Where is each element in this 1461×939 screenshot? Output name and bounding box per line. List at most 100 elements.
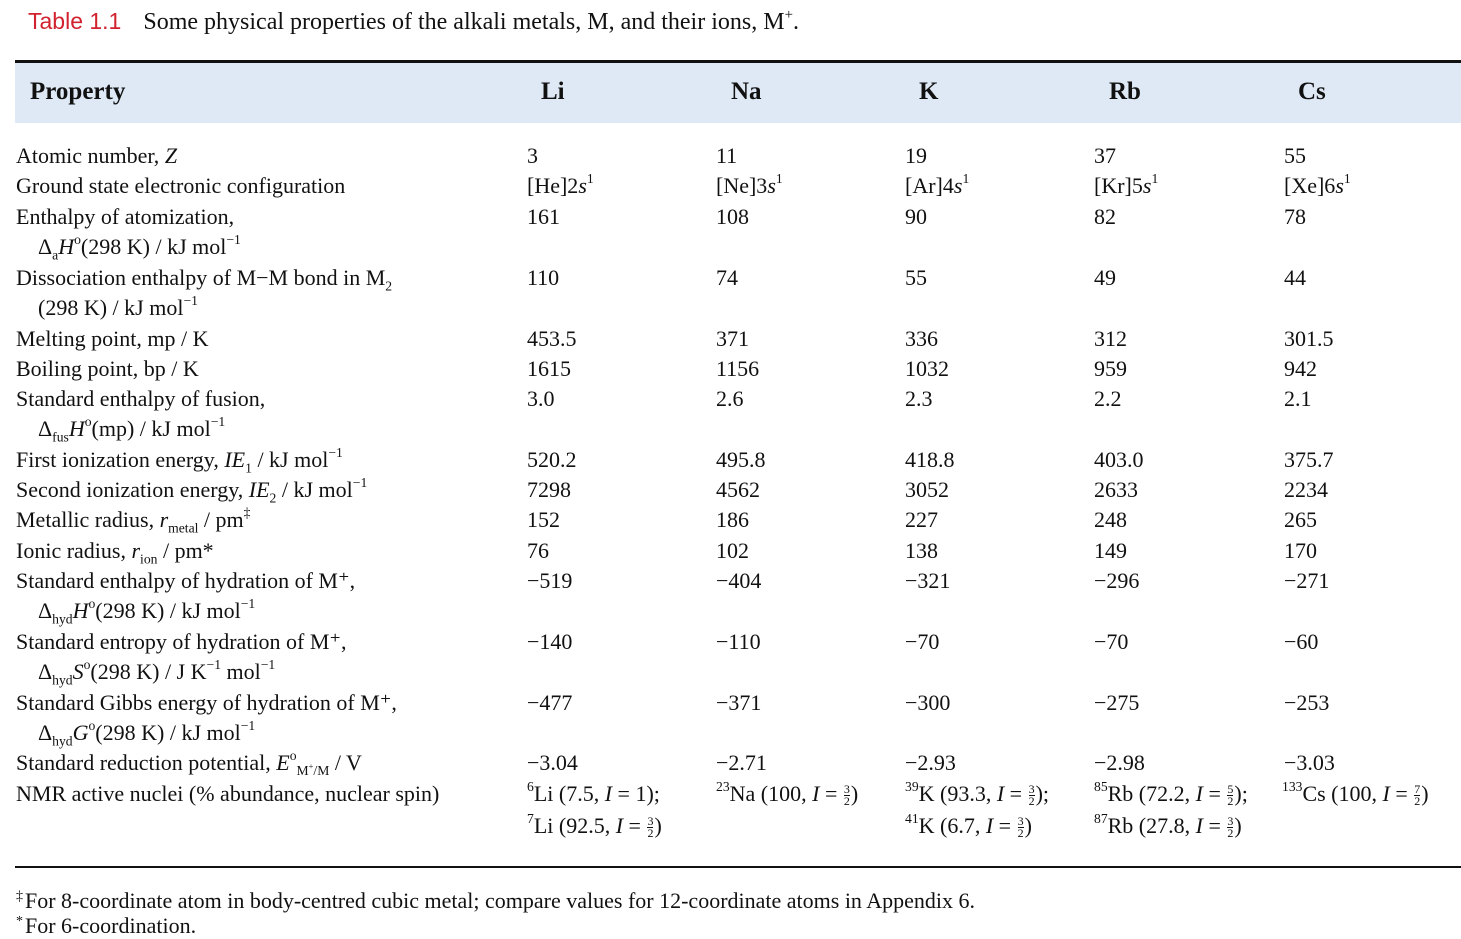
table-cell: 186 xyxy=(716,507,749,532)
row-property: Standard enthalpy of fusion, xyxy=(16,386,266,411)
table-cell: 90 xyxy=(905,204,927,229)
table-cell: 1032 xyxy=(905,356,949,381)
table-cell: 4562 xyxy=(716,477,760,502)
table-cell: −2.71 xyxy=(716,750,767,775)
table-cell: −253 xyxy=(1284,690,1330,715)
row-property: Standard enthalpy of hydration of M⁺, xyxy=(16,568,356,593)
row-property-unit: ΔhydSo(298 K) / J K−1 mol−1 xyxy=(38,657,276,688)
table-cell: 133Cs (100, I = 7 2) xyxy=(1282,779,1429,809)
table-cell: −140 xyxy=(527,629,573,654)
table-cell: −110 xyxy=(716,629,761,654)
table-cell: [Kr]5s1 xyxy=(1094,171,1159,198)
row-property: Ground state electronic configuration xyxy=(16,173,346,198)
table-cell: −275 xyxy=(1094,690,1140,715)
table-cell: 495.8 xyxy=(716,447,766,472)
table-cell: 2.3 xyxy=(905,386,933,411)
caption-text: Some physical properties of the alkali m… xyxy=(143,6,799,35)
row-property: Atomic number, Z xyxy=(16,143,178,168)
header-k: K xyxy=(919,78,939,105)
table-cell: −271 xyxy=(1284,568,1330,593)
footnote-text: For 6-coordination. xyxy=(25,913,197,938)
table-cell: −70 xyxy=(1094,629,1129,654)
table-cell: 265 xyxy=(1284,507,1317,532)
table-cell: −519 xyxy=(527,568,573,593)
table-cell: −300 xyxy=(905,690,951,715)
table-cell: 371 xyxy=(716,326,749,351)
table-cell: 6Li (7.5, I = 1); xyxy=(527,779,660,806)
table-cell: 248 xyxy=(1094,507,1127,532)
table-cell: 149 xyxy=(1094,538,1127,563)
table-cell: 418.8 xyxy=(905,447,955,472)
table-cell: 170 xyxy=(1284,538,1317,563)
table-cell: 87Rb (27.8, I = 3 2) xyxy=(1094,811,1242,841)
table-cell: 7Li (92.5, I = 3 2) xyxy=(527,811,662,841)
table-cell: 161 xyxy=(527,204,560,229)
table-cell: 520.2 xyxy=(527,447,577,472)
table-cell: −60 xyxy=(1284,629,1319,654)
row-property: Standard Gibbs energy of hydration of M⁺… xyxy=(16,690,397,715)
table-cell: 227 xyxy=(905,507,938,532)
table-cell: 2234 xyxy=(1284,477,1328,502)
table-cell: −371 xyxy=(716,690,762,715)
table-cell: −3.03 xyxy=(1284,750,1335,775)
table-cell: −70 xyxy=(905,629,940,654)
header-property: Property xyxy=(30,78,126,105)
table-cell: 108 xyxy=(716,204,749,229)
bottom-rule xyxy=(15,866,1461,868)
table-cell: 1615 xyxy=(527,356,571,381)
footnote-mark: * xyxy=(16,913,23,929)
table-cell: 7298 xyxy=(527,477,571,502)
table-cell: 336 xyxy=(905,326,938,351)
table-cell: 3.0 xyxy=(527,386,555,411)
table-cell: 76 xyxy=(527,538,549,563)
table-cell: 19 xyxy=(905,143,927,168)
table-cell: 55 xyxy=(1284,143,1306,168)
table-cell: −2.98 xyxy=(1094,750,1145,775)
table-cell: 102 xyxy=(716,538,749,563)
table-cell: 82 xyxy=(1094,204,1116,229)
table-cell: 403.0 xyxy=(1094,447,1144,472)
table-cell: 375.7 xyxy=(1284,447,1334,472)
footnote-mark: ‡ xyxy=(16,888,23,904)
table-label: Table 1.1 xyxy=(28,8,122,34)
table-cell: 2.2 xyxy=(1094,386,1122,411)
row-property-unit: (298 K) / kJ mol−1 xyxy=(38,293,198,320)
row-property: Enthalpy of atomization, xyxy=(16,204,235,229)
table-cell: 312 xyxy=(1094,326,1127,351)
row-property: Melting point, mp / K xyxy=(16,326,209,351)
table-cell: 85Rb (72.2, I = 5 2); xyxy=(1094,779,1248,809)
row-property: Boiling point, bp / K xyxy=(16,356,199,381)
table-cell: 2.6 xyxy=(716,386,744,411)
table-cell: [He]2s1 xyxy=(527,171,594,198)
table-cell: [Xe]6s1 xyxy=(1284,171,1351,198)
row-property-unit: ΔfusHo(mp) / kJ mol−1 xyxy=(38,414,226,445)
row-property: Ionic radius, rion / pm* xyxy=(16,538,214,567)
table-cell: 49 xyxy=(1094,265,1116,290)
top-rule xyxy=(15,60,1461,63)
table-cell: 110 xyxy=(527,265,560,290)
header-na: Na xyxy=(731,78,762,105)
table-cell: 23Na (100, I = 3 2) xyxy=(716,779,859,809)
table-caption: Table 1.1 Some physical properties of the… xyxy=(28,6,799,36)
table-cell: [Ar]4s1 xyxy=(905,171,970,198)
table-cell: 1156 xyxy=(716,356,760,381)
row-property: Standard entropy of hydration of M⁺, xyxy=(16,629,347,654)
footnote-text: For 8-coordinate atom in body-centred cu… xyxy=(25,888,975,913)
table-cell: 55 xyxy=(905,265,927,290)
table-cell: 3052 xyxy=(905,477,949,502)
row-property-unit: ΔhydHo(298 K) / kJ mol−1 xyxy=(38,596,256,627)
table-cell: 11 xyxy=(716,143,738,168)
row-property-unit: ΔhydGo(298 K) / kJ mol−1 xyxy=(38,718,256,749)
header-rb: Rb xyxy=(1109,78,1141,105)
header-li: Li xyxy=(541,78,565,105)
header-band xyxy=(15,63,1461,123)
row-property-unit: ΔaHo(298 K) / kJ mol−1 xyxy=(38,232,241,263)
table-cell: 41K (6.7, I = 3 2) xyxy=(905,811,1032,841)
table-cell: 74 xyxy=(716,265,738,290)
table-cell: 39K (93.3, I = 3 2); xyxy=(905,779,1050,809)
table-cell: 37 xyxy=(1094,143,1116,168)
table-cell: 44 xyxy=(1284,265,1306,290)
table-cell: −404 xyxy=(716,568,762,593)
header-cs: Cs xyxy=(1298,78,1326,105)
table-cell: 301.5 xyxy=(1284,326,1334,351)
